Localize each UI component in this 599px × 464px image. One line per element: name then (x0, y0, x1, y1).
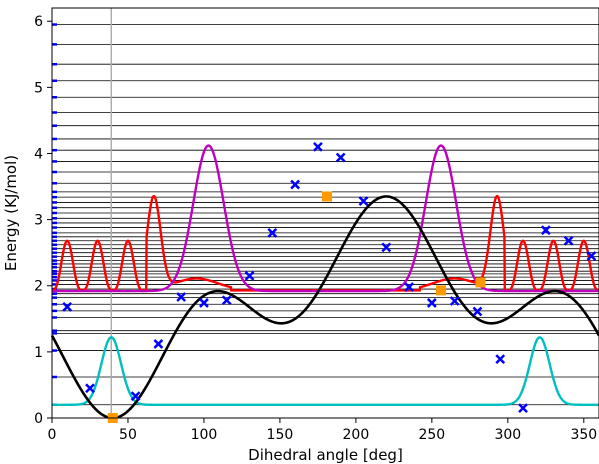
sample-point-stroke (130, 391, 141, 402)
sample-point (426, 298, 437, 308)
ground-state-curve (52, 336, 599, 406)
minimum-marker (435, 285, 446, 296)
sample-point (267, 227, 278, 238)
sample-point (404, 282, 414, 292)
x-tick-label: 100 (191, 427, 218, 443)
sample-point (62, 302, 73, 312)
sample-point-stroke (472, 306, 483, 317)
sample-point (358, 196, 369, 206)
x-axis-ticks: 0 50 100 150 200 250 300 350 (48, 418, 597, 443)
sample-point (518, 403, 528, 413)
sample-point-stroke (221, 295, 232, 306)
y-tick-label: 3 (34, 213, 43, 229)
sample-point-stroke (404, 282, 414, 292)
minimum-marker (475, 277, 486, 288)
sample-point (221, 295, 232, 306)
sample-point (495, 354, 506, 365)
sample-point-stroke (449, 296, 460, 306)
sample-point (335, 152, 346, 163)
sample-point-stroke (85, 383, 95, 394)
sample-point-stroke (62, 302, 73, 312)
x-tick-label: 0 (48, 427, 57, 443)
x-axis-label: Dihedral angle [deg] (248, 446, 403, 464)
sample-point-stroke (540, 225, 551, 236)
sample-points (62, 141, 597, 413)
y-tick-label: 0 (34, 411, 43, 427)
x-tick-label: 200 (343, 427, 370, 443)
state-high-curve (52, 144, 599, 293)
sample-point-stroke (313, 141, 323, 152)
energy-levels (52, 24, 599, 406)
sample-point (563, 235, 574, 246)
y-tick-label: 6 (34, 14, 43, 30)
sample-point (313, 141, 323, 152)
sample-point (472, 306, 483, 317)
x-tick-label: 300 (494, 427, 521, 443)
sample-point-stroke (176, 292, 187, 302)
probability-curves (50, 144, 599, 420)
sample-point-stroke (426, 298, 437, 308)
x-tick-label: 250 (418, 427, 445, 443)
sample-point (449, 296, 460, 306)
plot-frame (51, 7, 599, 419)
sample-point (85, 383, 95, 394)
sample-point (130, 391, 141, 402)
x-tick-label: 50 (119, 427, 137, 443)
sample-point-stroke (290, 179, 300, 190)
sample-point (381, 242, 392, 253)
sample-point (540, 225, 551, 236)
sample-point (176, 292, 187, 302)
sample-point-stroke (244, 270, 255, 281)
potential-curve (50, 195, 599, 420)
y-tick-label: 2 (34, 279, 43, 295)
y-axis-label: Energy (KJ/mol) (2, 155, 20, 271)
sample-point-stroke (518, 403, 528, 413)
sample-point-stroke (153, 339, 164, 349)
x-tick-label: 350 (570, 427, 597, 443)
y-axis-ticks: 0 1 2 3 4 5 6 (34, 14, 52, 427)
sample-point-stroke (335, 152, 346, 163)
y-tick-label: 4 (34, 146, 43, 162)
sample-point (586, 251, 597, 261)
sample-point-stroke (563, 235, 574, 246)
sample-point-stroke (199, 298, 209, 308)
sample-point (153, 339, 164, 349)
minimum-marker (322, 191, 333, 202)
sample-point (244, 270, 255, 281)
y-tick-label: 5 (34, 80, 43, 96)
sample-point-stroke (586, 251, 597, 261)
x-tick-label: 150 (267, 427, 294, 443)
energy-level-ticks (52, 23, 57, 407)
sample-point-stroke (358, 196, 369, 206)
sample-point-stroke (381, 242, 392, 253)
y-tick-label: 1 (34, 345, 43, 361)
sample-point (199, 298, 209, 308)
sample-point (290, 179, 300, 190)
sample-point-stroke (495, 354, 506, 365)
sample-point-stroke (267, 227, 278, 238)
